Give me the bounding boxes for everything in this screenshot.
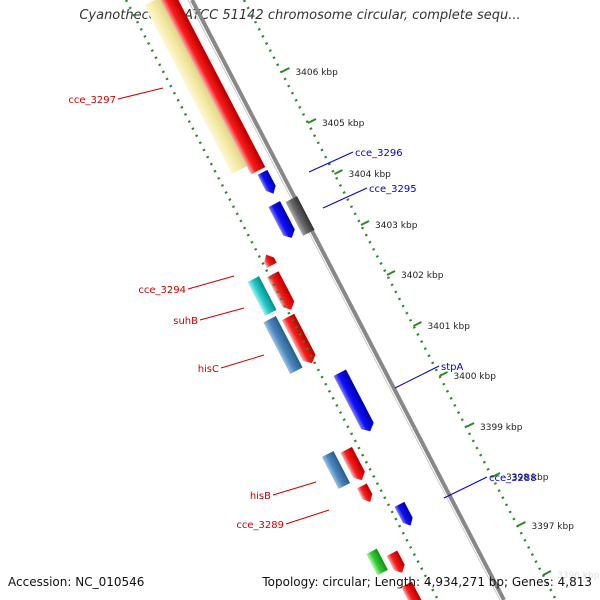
kbp-tick-mark bbox=[307, 118, 317, 124]
kbp-tick-label: 3398 kbp bbox=[506, 473, 549, 483]
kbp-tick-label: 3396 kbp bbox=[557, 571, 600, 581]
feature-green bbox=[366, 548, 388, 576]
kbp-tick-mark bbox=[360, 220, 370, 226]
topology-text: Topology: circular; Length: 4,934,271 bp… bbox=[262, 575, 592, 589]
leader-line bbox=[272, 481, 317, 496]
leader-line bbox=[199, 307, 245, 321]
feature-red-5 bbox=[386, 550, 405, 573]
feature-cce-3296 bbox=[257, 169, 276, 194]
feature-red-6 bbox=[401, 581, 423, 600]
feature-suhB bbox=[267, 271, 295, 310]
kbp-tick-label: 3402 kbp bbox=[401, 271, 444, 281]
gene-label-left: cce_3297 bbox=[68, 95, 116, 106]
kbp-tick-label: 3400 kbp bbox=[454, 372, 497, 382]
feature-red-3 bbox=[281, 313, 316, 364]
kbp-tick-mark bbox=[413, 321, 422, 327]
label-layer: cce_3297 cce_3294 suhB hisC hisB cce_3289 cce_… bbox=[68, 87, 537, 531]
kbp-tick-label: 3406 kbp bbox=[295, 68, 338, 78]
feature-blue-2 bbox=[268, 201, 295, 238]
gene-label-right: stpA bbox=[441, 362, 463, 373]
feature-cce-3297 bbox=[144, 0, 250, 174]
kbp-tick-mark bbox=[439, 371, 448, 377]
gene-label-right: cce_3296 bbox=[355, 148, 403, 159]
feature-red-small bbox=[264, 254, 277, 268]
feature-stpA bbox=[333, 369, 374, 432]
leader-line bbox=[322, 187, 368, 209]
kbp-tick-mark bbox=[491, 472, 501, 478]
leader-line bbox=[117, 87, 164, 100]
kbp-tick-label: 3404 kbp bbox=[348, 170, 391, 180]
leader-line bbox=[394, 365, 440, 389]
feature-cce-3294 bbox=[247, 276, 277, 316]
backbone-highlight bbox=[187, 0, 501, 600]
feature-layer bbox=[144, 0, 506, 600]
right-dotted-ring bbox=[242, 0, 558, 600]
leader-line bbox=[308, 151, 354, 173]
backbone-line bbox=[190, 0, 506, 600]
feature-hisB bbox=[321, 451, 351, 489]
kbp-tick-label: 3401 kbp bbox=[428, 322, 471, 332]
gene-label-left: cce_3289 bbox=[236, 520, 284, 531]
kbp-tick-label: 3399 kbp bbox=[480, 423, 523, 433]
accession-text: Accession: NC_010546 bbox=[8, 575, 145, 589]
kbp-tick-mark bbox=[386, 270, 396, 276]
feature-hisC bbox=[263, 316, 303, 374]
gene-label-right: cce_3288 bbox=[489, 473, 537, 484]
feature-cce-3288 bbox=[394, 501, 413, 526]
gene-label-left: suhB bbox=[173, 316, 198, 327]
kbp-tick-label: 3397 kbp bbox=[532, 522, 575, 532]
feature-red-4 bbox=[340, 446, 365, 481]
feature-red-long bbox=[158, 0, 266, 175]
tick-layer: 3406 kbp 3405 kbp 3404 kbp 3403 kbp 3402 kbp… bbox=[124, 0, 600, 600]
map-title: Cyanothece sp. ATCC 51142 chromosome cir… bbox=[79, 8, 521, 23]
leader-line bbox=[443, 476, 488, 499]
gene-label-left: cce_3294 bbox=[138, 285, 186, 296]
leader-line bbox=[220, 354, 265, 369]
feature-cce-3295 bbox=[285, 196, 315, 236]
kbp-tick-mark bbox=[280, 67, 290, 73]
kbp-tick-mark bbox=[465, 422, 475, 428]
kbp-tick-label: 3403 kbp bbox=[375, 221, 418, 231]
kbp-tick-mark bbox=[517, 521, 526, 527]
leader-line bbox=[187, 275, 235, 290]
kbp-tick-mark bbox=[542, 570, 552, 576]
gene-label-left: hisC bbox=[198, 364, 219, 375]
kbp-tick-label: 3405 kbp bbox=[322, 119, 365, 129]
left-dotted-ring bbox=[124, 0, 440, 600]
gene-label-left: hisB bbox=[250, 491, 271, 502]
leader-line bbox=[285, 509, 330, 525]
feature-cce-3289 bbox=[356, 483, 373, 502]
gene-label-right: cce_3295 bbox=[369, 184, 417, 195]
kbp-tick-mark bbox=[334, 169, 343, 175]
